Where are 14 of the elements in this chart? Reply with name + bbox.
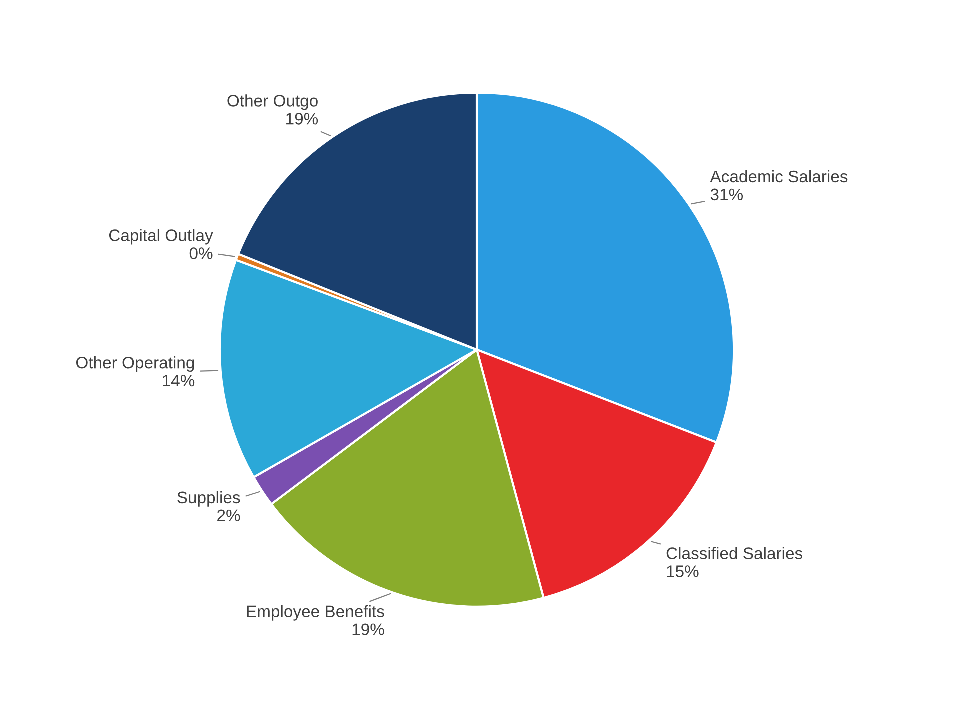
data-label: 19% <box>286 113 318 125</box>
slice-label: Capital Outlay <box>109 229 214 245</box>
slice-label: Other Operating <box>76 356 194 372</box>
data-label: 31% <box>710 188 743 201</box>
data-label: 19% <box>352 624 384 636</box>
slice-label: Other Outgo <box>228 94 318 110</box>
slice-label: Employee Benefits <box>247 605 384 621</box>
slice-label: Classified Salaries <box>666 547 803 560</box>
data-label: 14% <box>163 374 195 387</box>
data-label: 0% <box>190 248 213 260</box>
slice-label: Academic Salaries <box>710 170 848 183</box>
data-label: 15% <box>667 566 699 578</box>
data-label: 2% <box>218 510 240 522</box>
slice-label: Supplies <box>178 491 240 507</box>
